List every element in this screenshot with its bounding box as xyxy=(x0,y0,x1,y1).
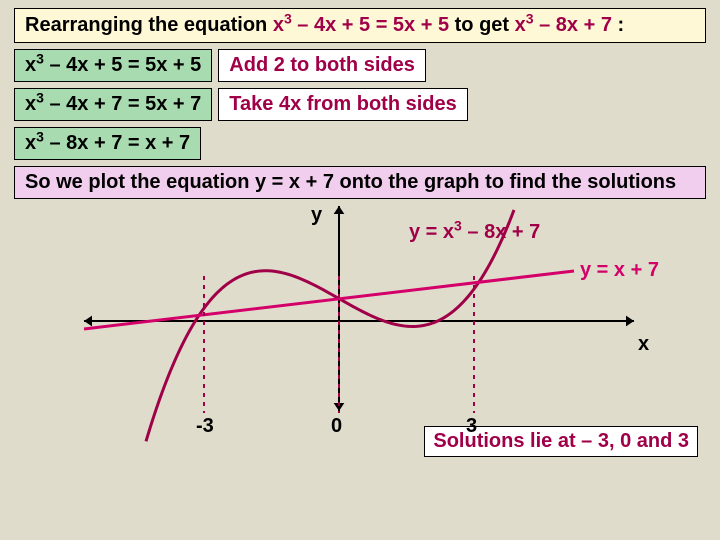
curve-label-pre: y = x xyxy=(409,221,454,243)
equation-box: x3 – 4x + 7 = 5x + 7 xyxy=(14,88,212,121)
equation-row: x3 – 8x + 7 = x + 7 xyxy=(14,127,706,160)
header-suffix: : xyxy=(612,14,624,36)
tick-label: 3 xyxy=(466,415,477,438)
curve-label-sup: 3 xyxy=(454,217,462,233)
graph-area: y y = x3 – 8x + 7 y = x + 7 x Solutions … xyxy=(14,201,706,451)
tick-label: -3 xyxy=(196,415,214,438)
header-eq1-sup: 3 xyxy=(284,10,292,26)
plot-instruction-box: So we plot the equation y = x + 7 onto t… xyxy=(14,166,706,199)
curve-label-post: – 8x + 7 xyxy=(462,221,540,243)
axis-label-y: y xyxy=(311,204,322,227)
axis-label-x: x xyxy=(638,333,649,356)
plot-eq: y = x + 7 xyxy=(255,171,334,193)
plot-suffix: onto the graph to find the solutions xyxy=(334,171,676,193)
rows-container: x3 – 4x + 5 = 5x + 5Add 2 to both sidesx… xyxy=(14,49,706,160)
curve-label: y = x3 – 8x + 7 xyxy=(409,221,540,244)
graph-svg xyxy=(14,201,706,451)
header-midtext: to get xyxy=(449,14,515,36)
equation-row: x3 – 4x + 7 = 5x + 7Take 4x from both si… xyxy=(14,88,706,121)
tick-label: 0 xyxy=(331,415,342,438)
equation-row: x3 – 4x + 5 = 5x + 5Add 2 to both sides xyxy=(14,49,706,82)
header-eq2-sup: 3 xyxy=(526,10,534,26)
header-eq2-base: x xyxy=(515,14,526,36)
equation-box: x3 – 8x + 7 = x + 7 xyxy=(14,127,201,160)
action-box: Add 2 to both sides xyxy=(218,49,426,82)
action-box: Take 4x from both sides xyxy=(218,88,467,121)
header-prefix: Rearranging the equation xyxy=(25,14,273,36)
equation-box: x3 – 4x + 5 = 5x + 5 xyxy=(14,49,212,82)
header-eq1-post: – 4x + 5 = 5x + 5 xyxy=(292,14,449,36)
plot-prefix: So we plot the equation xyxy=(25,171,255,193)
header-box: Rearranging the equation x3 – 4x + 5 = 5… xyxy=(14,8,706,43)
line-label: y = x + 7 xyxy=(580,259,659,282)
header-eq2-post: – 8x + 7 xyxy=(534,14,612,36)
header-eq1-base: x xyxy=(273,14,284,36)
